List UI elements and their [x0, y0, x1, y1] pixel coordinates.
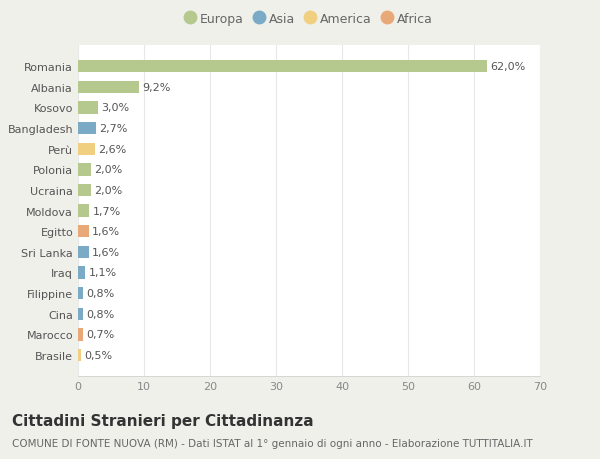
Bar [78, 185, 91, 197]
Bar [78, 267, 85, 279]
Text: 1,7%: 1,7% [92, 206, 121, 216]
Text: 1,6%: 1,6% [92, 247, 120, 257]
Bar [78, 82, 139, 94]
Bar [78, 329, 83, 341]
Text: 1,1%: 1,1% [89, 268, 116, 278]
Text: 0,8%: 0,8% [86, 309, 115, 319]
Bar [78, 102, 98, 114]
Bar [78, 164, 91, 176]
Legend: Europa, Asia, America, Africa: Europa, Asia, America, Africa [185, 12, 433, 25]
Bar [78, 349, 82, 361]
Bar [78, 225, 89, 238]
Text: 62,0%: 62,0% [491, 62, 526, 72]
Bar [78, 205, 89, 217]
Bar [78, 61, 487, 73]
Bar [78, 287, 83, 300]
Text: 3,0%: 3,0% [101, 103, 129, 113]
Text: COMUNE DI FONTE NUOVA (RM) - Dati ISTAT al 1° gennaio di ogni anno - Elaborazion: COMUNE DI FONTE NUOVA (RM) - Dati ISTAT … [12, 438, 533, 448]
Bar [78, 308, 83, 320]
Text: 0,7%: 0,7% [86, 330, 114, 340]
Text: 0,5%: 0,5% [85, 350, 113, 360]
Text: 9,2%: 9,2% [142, 83, 170, 93]
Text: 2,7%: 2,7% [99, 124, 127, 134]
Text: 2,6%: 2,6% [98, 145, 127, 154]
Text: 0,8%: 0,8% [86, 288, 115, 298]
Text: 1,6%: 1,6% [92, 227, 120, 237]
Text: Cittadini Stranieri per Cittadinanza: Cittadini Stranieri per Cittadinanza [12, 413, 314, 428]
Text: 2,0%: 2,0% [95, 165, 123, 175]
Bar [78, 246, 89, 258]
Text: 2,0%: 2,0% [95, 185, 123, 196]
Bar [78, 123, 96, 135]
Bar [78, 143, 95, 156]
